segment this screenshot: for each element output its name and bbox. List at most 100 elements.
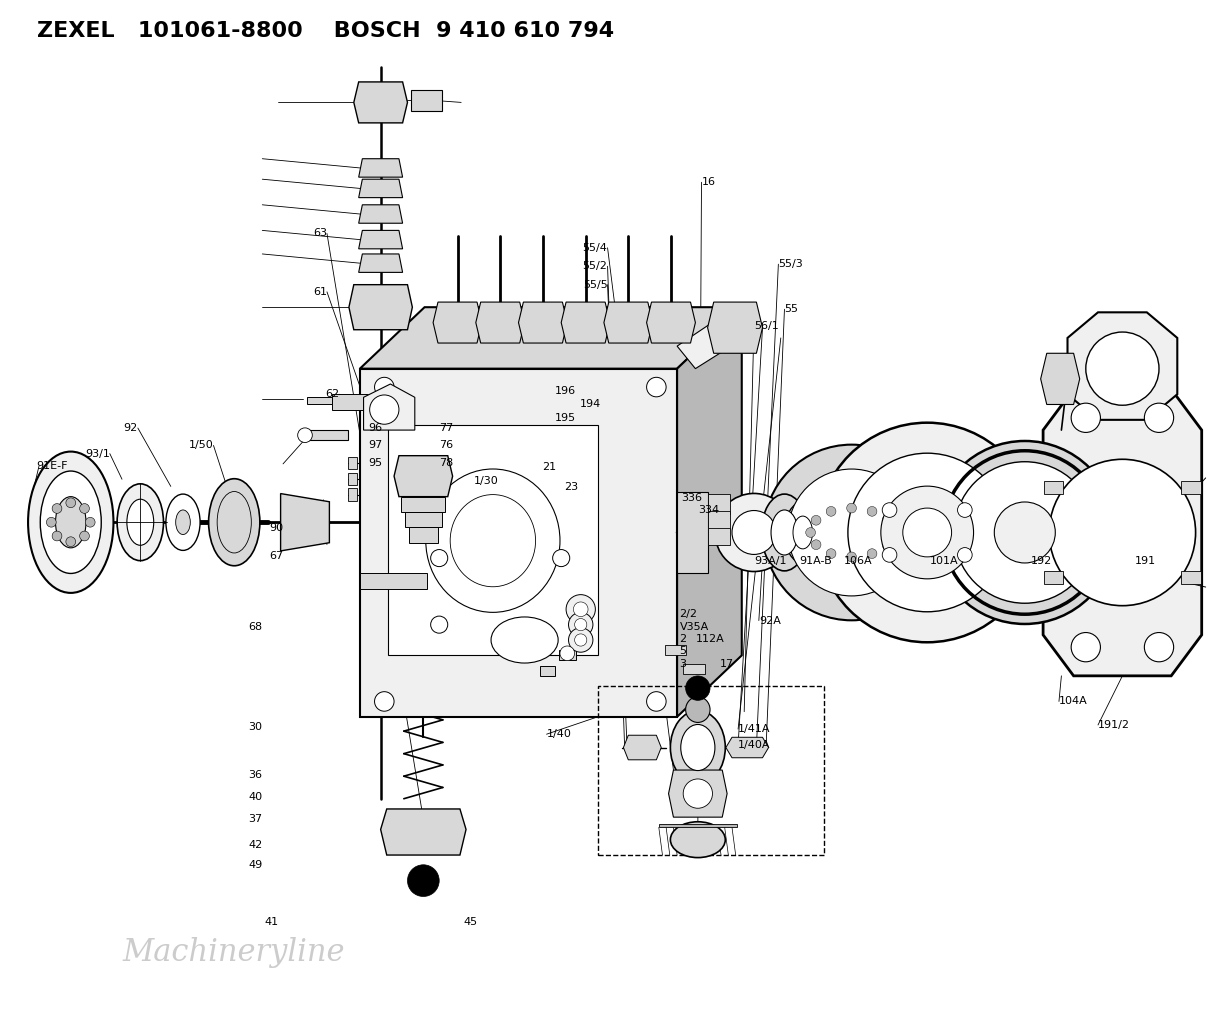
Polygon shape xyxy=(708,528,730,545)
Bar xyxy=(332,394,368,410)
Circle shape xyxy=(881,486,974,579)
Text: 55/5: 55/5 xyxy=(583,280,608,290)
Polygon shape xyxy=(518,302,567,343)
Polygon shape xyxy=(364,384,415,430)
Circle shape xyxy=(933,441,1116,624)
Circle shape xyxy=(431,616,448,633)
Circle shape xyxy=(553,550,570,566)
Polygon shape xyxy=(348,473,357,485)
Text: 17: 17 xyxy=(720,658,734,669)
Circle shape xyxy=(882,548,897,562)
Circle shape xyxy=(46,517,56,527)
Text: 95: 95 xyxy=(368,458,383,468)
Circle shape xyxy=(560,646,575,660)
Ellipse shape xyxy=(686,696,710,723)
Circle shape xyxy=(79,531,89,541)
Circle shape xyxy=(66,537,76,547)
Circle shape xyxy=(1144,633,1174,662)
Bar xyxy=(598,686,824,855)
Circle shape xyxy=(958,548,972,562)
Polygon shape xyxy=(348,457,357,469)
Polygon shape xyxy=(360,369,677,717)
Polygon shape xyxy=(677,317,744,369)
Circle shape xyxy=(847,552,856,562)
Text: 63: 63 xyxy=(314,228,327,239)
Circle shape xyxy=(431,550,448,566)
Text: 96: 96 xyxy=(368,423,383,433)
Polygon shape xyxy=(604,302,653,343)
Text: 2: 2 xyxy=(680,634,687,644)
Circle shape xyxy=(686,676,710,700)
Polygon shape xyxy=(359,179,403,198)
Text: 97: 97 xyxy=(368,440,383,451)
Polygon shape xyxy=(1181,481,1200,494)
Text: 5: 5 xyxy=(680,646,687,656)
Text: 191/2: 191/2 xyxy=(1098,720,1130,730)
Text: 192: 192 xyxy=(1031,556,1052,566)
Ellipse shape xyxy=(784,502,821,563)
Circle shape xyxy=(1071,633,1100,662)
Circle shape xyxy=(867,507,877,516)
Circle shape xyxy=(1071,403,1100,432)
Text: 194: 194 xyxy=(580,399,600,410)
Polygon shape xyxy=(726,737,769,758)
Text: Machineryline: Machineryline xyxy=(122,937,344,968)
Polygon shape xyxy=(360,573,427,589)
Text: 1/40: 1/40 xyxy=(547,729,571,739)
Polygon shape xyxy=(1181,571,1200,584)
Text: 334: 334 xyxy=(698,505,719,515)
Ellipse shape xyxy=(127,500,154,545)
Ellipse shape xyxy=(426,469,560,612)
Ellipse shape xyxy=(761,495,808,571)
Text: 196: 196 xyxy=(555,386,576,396)
Circle shape xyxy=(764,444,939,621)
Polygon shape xyxy=(405,512,442,527)
Text: 93A/1: 93A/1 xyxy=(754,556,787,566)
Circle shape xyxy=(407,865,439,896)
Ellipse shape xyxy=(28,452,113,593)
Text: 104A: 104A xyxy=(1059,696,1088,707)
Polygon shape xyxy=(647,302,695,343)
Text: 49: 49 xyxy=(248,860,262,870)
Polygon shape xyxy=(433,302,482,343)
Text: 91E-F: 91E-F xyxy=(37,461,68,471)
Ellipse shape xyxy=(793,516,813,549)
Ellipse shape xyxy=(40,471,101,573)
Circle shape xyxy=(575,634,587,646)
Text: 1/30: 1/30 xyxy=(473,476,498,486)
Text: 55/2: 55/2 xyxy=(583,261,608,271)
Ellipse shape xyxy=(176,510,190,535)
Text: 2/2: 2/2 xyxy=(680,609,698,620)
Polygon shape xyxy=(349,285,412,330)
Polygon shape xyxy=(1068,312,1177,420)
Ellipse shape xyxy=(771,510,798,555)
Polygon shape xyxy=(659,824,737,827)
Circle shape xyxy=(882,503,897,517)
Text: 55/4: 55/4 xyxy=(583,243,608,253)
Polygon shape xyxy=(561,302,610,343)
Text: 1/50: 1/50 xyxy=(189,440,213,451)
Circle shape xyxy=(1086,332,1159,406)
Circle shape xyxy=(370,395,399,424)
Polygon shape xyxy=(359,230,403,249)
Polygon shape xyxy=(388,425,598,655)
Circle shape xyxy=(85,517,95,527)
Polygon shape xyxy=(665,645,686,655)
Circle shape xyxy=(848,454,1006,611)
Text: 76: 76 xyxy=(439,440,454,451)
Ellipse shape xyxy=(117,484,163,561)
Circle shape xyxy=(811,515,821,525)
Circle shape xyxy=(903,508,952,557)
Text: 91A-B: 91A-B xyxy=(799,556,832,566)
Polygon shape xyxy=(623,735,661,760)
Text: 1/40A: 1/40A xyxy=(738,740,771,751)
Circle shape xyxy=(375,691,394,712)
Ellipse shape xyxy=(209,479,260,565)
Text: 21: 21 xyxy=(542,462,556,472)
Circle shape xyxy=(298,428,312,442)
Ellipse shape xyxy=(681,725,715,770)
Circle shape xyxy=(811,540,821,550)
Circle shape xyxy=(1144,403,1174,432)
Text: 195: 195 xyxy=(555,413,576,423)
Text: 3: 3 xyxy=(680,658,687,669)
